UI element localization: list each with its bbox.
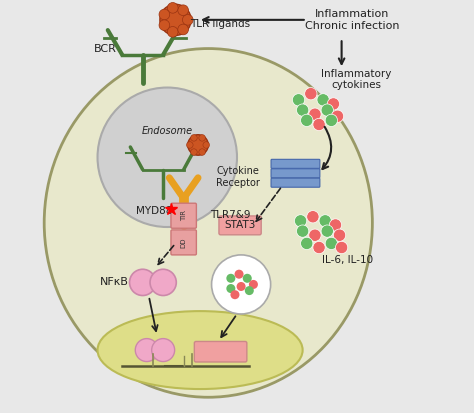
Text: IL-6, IL-10: IL-6, IL-10 <box>322 255 374 265</box>
Circle shape <box>327 98 339 110</box>
Text: STAT3: STAT3 <box>225 221 256 230</box>
Circle shape <box>292 94 305 106</box>
Circle shape <box>243 274 252 283</box>
Circle shape <box>98 88 237 227</box>
Circle shape <box>152 339 174 361</box>
Circle shape <box>333 229 346 241</box>
Circle shape <box>182 14 193 25</box>
Circle shape <box>331 110 344 122</box>
Text: TIR: TIR <box>181 211 187 221</box>
Circle shape <box>191 135 197 141</box>
Circle shape <box>321 225 333 237</box>
Circle shape <box>329 219 342 231</box>
Circle shape <box>178 24 189 35</box>
Circle shape <box>199 135 205 141</box>
FancyBboxPatch shape <box>219 216 261 235</box>
Circle shape <box>135 339 158 361</box>
Text: BCR: BCR <box>94 43 117 54</box>
Circle shape <box>199 149 205 155</box>
Circle shape <box>294 215 307 227</box>
Circle shape <box>159 20 170 31</box>
Text: DD: DD <box>181 237 187 248</box>
FancyBboxPatch shape <box>271 169 320 178</box>
FancyBboxPatch shape <box>171 230 196 255</box>
FancyBboxPatch shape <box>271 159 320 169</box>
FancyBboxPatch shape <box>271 178 320 187</box>
Circle shape <box>305 88 317 100</box>
Circle shape <box>319 215 331 227</box>
Circle shape <box>249 280 258 289</box>
Circle shape <box>336 241 348 254</box>
Circle shape <box>191 149 197 155</box>
Circle shape <box>317 94 329 106</box>
Text: NFκB: NFκB <box>100 278 128 287</box>
Circle shape <box>296 104 309 116</box>
Circle shape <box>301 114 313 126</box>
Text: Inflammation
Chronic infection: Inflammation Chronic infection <box>305 9 399 31</box>
Circle shape <box>307 211 319 223</box>
Ellipse shape <box>98 311 302 389</box>
Circle shape <box>325 237 337 249</box>
Circle shape <box>296 225 309 237</box>
Circle shape <box>178 5 189 16</box>
Text: Cytokine
Receptor: Cytokine Receptor <box>216 166 260 188</box>
Circle shape <box>313 241 325 254</box>
Circle shape <box>301 237 313 249</box>
Circle shape <box>159 9 170 20</box>
Circle shape <box>211 255 271 314</box>
Circle shape <box>129 269 156 296</box>
Circle shape <box>309 229 321 241</box>
Text: MYD88: MYD88 <box>137 206 173 216</box>
Circle shape <box>237 282 246 291</box>
Circle shape <box>187 142 193 148</box>
Circle shape <box>160 4 191 36</box>
Circle shape <box>167 2 178 13</box>
Circle shape <box>188 135 208 155</box>
Circle shape <box>309 108 321 120</box>
Circle shape <box>226 284 236 293</box>
Circle shape <box>167 26 178 37</box>
Circle shape <box>321 104 333 116</box>
Circle shape <box>230 290 239 299</box>
FancyBboxPatch shape <box>194 342 247 362</box>
Circle shape <box>226 274 236 283</box>
Text: TLR7&9: TLR7&9 <box>210 210 251 220</box>
FancyBboxPatch shape <box>171 203 196 228</box>
Circle shape <box>235 270 244 279</box>
Ellipse shape <box>44 49 373 397</box>
Circle shape <box>245 286 254 295</box>
Text: TLR ligands: TLR ligands <box>190 19 250 29</box>
Circle shape <box>325 114 337 126</box>
Circle shape <box>203 142 210 148</box>
Text: Endosome: Endosome <box>142 126 193 135</box>
Circle shape <box>150 269 176 296</box>
Circle shape <box>313 118 325 131</box>
Text: Inflammatory
cytokines: Inflammatory cytokines <box>321 69 391 90</box>
